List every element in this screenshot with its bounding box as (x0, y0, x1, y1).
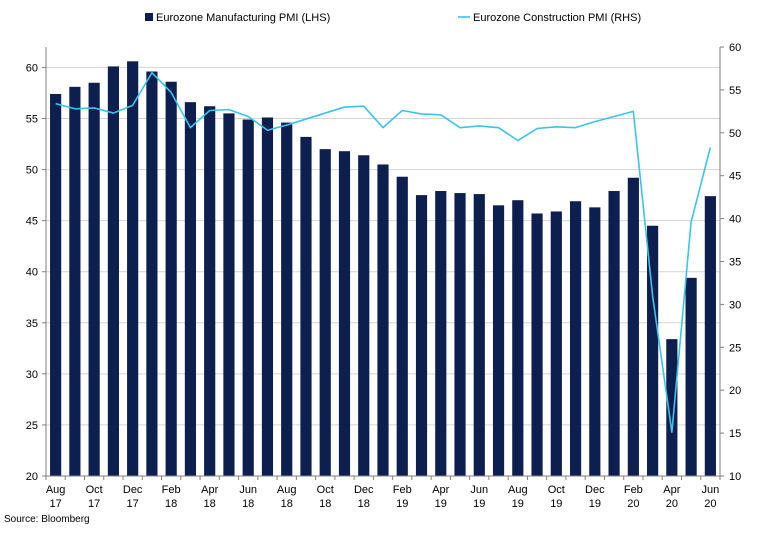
bar-feb-19 (397, 177, 408, 476)
x-tick-label-year: 19 (435, 498, 447, 510)
y-right-tick-label: 30 (729, 299, 741, 311)
bar-jun-19 (474, 194, 485, 476)
bar-jul-19 (493, 205, 504, 476)
x-tick-label: Aug (277, 484, 297, 496)
x-tick-label: Jun (470, 484, 488, 496)
x-tick-label: Oct (548, 484, 565, 496)
bar-nov-18 (339, 151, 350, 476)
y-left-tick-label: 60 (26, 62, 38, 74)
bar-oct-19 (551, 211, 562, 476)
y-left-tick-label: 45 (26, 216, 38, 228)
bar-dec-18 (358, 155, 369, 476)
y-left-tick-label: 50 (26, 165, 38, 177)
x-tick-label: Aug (46, 484, 66, 496)
legend-label-manufacturing: Eurozone Manufacturing PMI (LHS) (156, 12, 330, 24)
y-right-tick-label: 45 (729, 171, 741, 183)
bar-apr-18 (204, 106, 215, 476)
x-tick-label: Feb (393, 484, 412, 496)
x-tick-label-year: 19 (550, 498, 562, 510)
bar-feb-20 (628, 178, 639, 476)
bar-jan-18 (146, 72, 157, 476)
x-tick-label: Dec (585, 484, 605, 496)
bar-aug-19 (512, 200, 523, 476)
bar-sep-17 (69, 87, 80, 476)
bar-jan-20 (609, 191, 620, 476)
y-right-tick-label: 55 (729, 85, 741, 97)
y-right-tick-label: 35 (729, 257, 741, 269)
bar-jan-19 (377, 164, 388, 476)
x-tick-label: Apr (201, 484, 218, 496)
y-right-tick-label: 25 (729, 342, 741, 354)
x-tick-label: Oct (86, 484, 103, 496)
bar-dec-19 (589, 207, 600, 476)
x-tick-label-year: 18 (165, 498, 177, 510)
y-right-tick-label: 60 (729, 42, 741, 54)
bar-mar-19 (416, 195, 427, 476)
x-tick-label: Oct (317, 484, 334, 496)
x-tick-label-year: 18 (204, 498, 216, 510)
x-tick-label: Apr (432, 484, 449, 496)
x-tick-label-year: 17 (88, 498, 100, 510)
x-tick-label-year: 19 (512, 498, 524, 510)
x-tick-label-year: 18 (319, 498, 331, 510)
bar-jun-20 (705, 196, 716, 476)
x-tick-label-year: 20 (666, 498, 678, 510)
x-tick-label-year: 20 (627, 498, 639, 510)
source-note: Source: Bloomberg (4, 514, 90, 525)
y-right-tick-label: 10 (729, 471, 741, 483)
x-tick-label: Dec (354, 484, 374, 496)
legend: Eurozone Manufacturing PMI (LHS) Eurozone… (145, 12, 641, 24)
bar-aug-17 (50, 94, 61, 476)
bar-jul-18 (262, 117, 273, 476)
x-tick-label-year: 20 (704, 498, 716, 510)
y-left-tick-label: 35 (26, 318, 38, 330)
bar-dec-17 (127, 61, 138, 476)
bar-series (50, 61, 716, 476)
bar-may-18 (223, 113, 234, 476)
bar-aug-18 (281, 123, 292, 476)
y-right-tick-label: 40 (729, 214, 741, 226)
x-tick-label: Dec (123, 484, 143, 496)
y-left-tick-label: 40 (26, 267, 38, 279)
bar-sep-18 (300, 137, 311, 476)
x-tick-label-year: 18 (358, 498, 370, 510)
x-tick-label-year: 18 (281, 498, 293, 510)
x-tick-label: Jun (701, 484, 719, 496)
bar-oct-18 (320, 149, 331, 476)
bar-jun-18 (243, 120, 254, 476)
x-tick-label-year: 19 (396, 498, 408, 510)
legend-label-construction: Eurozone Construction PMI (RHS) (473, 12, 641, 24)
y-left-tick-label: 25 (26, 420, 38, 432)
y-left-tick-label: 55 (26, 114, 38, 126)
x-tick-label-year: 19 (473, 498, 485, 510)
y-right-tick-label: 20 (729, 385, 741, 397)
x-tick-label: Apr (663, 484, 680, 496)
x-tick-label: Jun (239, 484, 257, 496)
bar-may-19 (454, 193, 465, 476)
x-tick-label-year: 19 (589, 498, 601, 510)
x-tick-label: Aug (508, 484, 528, 496)
y-left-tick-label: 20 (26, 471, 38, 483)
bar-feb-18 (166, 82, 177, 476)
bar-mar-18 (185, 102, 196, 476)
legend-swatch-manufacturing (145, 13, 153, 21)
x-tick-label-year: 17 (127, 498, 139, 510)
y-left-tick-label: 30 (26, 369, 38, 381)
x-tick-label: Feb (624, 484, 643, 496)
bar-oct-17 (89, 83, 100, 476)
bar-may-20 (686, 278, 697, 476)
bar-sep-19 (531, 213, 542, 476)
x-tick-label: Feb (162, 484, 181, 496)
y-right-tick-label: 15 (729, 428, 741, 440)
y-right-tick-label: 50 (729, 128, 741, 140)
bar-apr-19 (435, 191, 446, 476)
x-tick-label-year: 17 (50, 498, 62, 510)
bar-nov-19 (570, 201, 581, 476)
bar-nov-17 (108, 66, 119, 476)
x-tick-label-year: 18 (242, 498, 254, 510)
